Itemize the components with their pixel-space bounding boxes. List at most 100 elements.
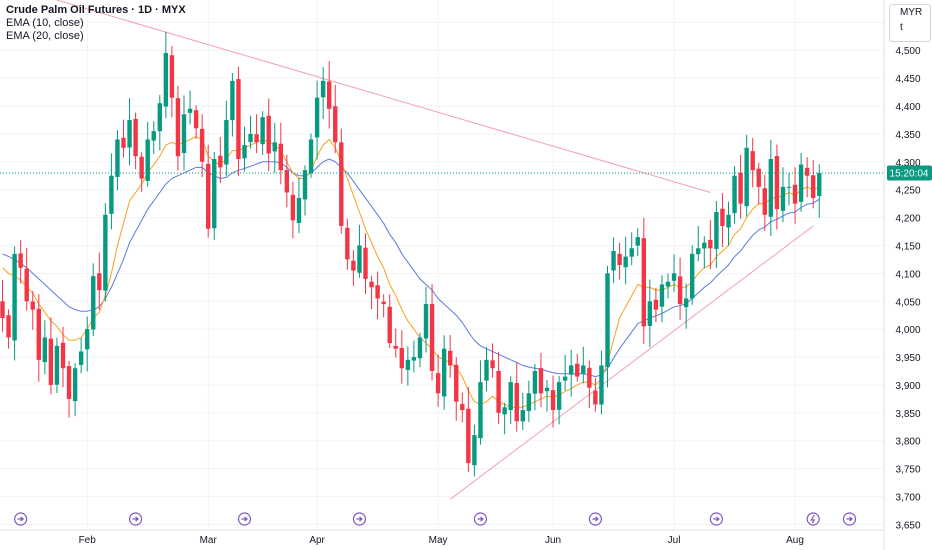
candle-body xyxy=(690,253,695,299)
candle-body xyxy=(671,273,677,281)
y-tick-label: 3,850 xyxy=(895,409,920,420)
chart-legend: Crude Palm Oil Futures · 1D · MYX EMA (1… xyxy=(6,4,186,43)
candle-body xyxy=(544,387,550,392)
candle-body xyxy=(460,403,465,411)
candle-body xyxy=(351,260,356,271)
currency-unit-box[interactable]: MYR t xyxy=(889,4,931,42)
candle-body xyxy=(472,435,477,466)
candle-body xyxy=(103,214,108,291)
event-glyph xyxy=(846,516,853,522)
candle-body xyxy=(254,134,259,143)
candle-body xyxy=(145,139,150,181)
candle-body xyxy=(490,360,495,369)
candle-body xyxy=(387,306,392,344)
candle-body xyxy=(78,351,84,365)
candle-body xyxy=(677,276,683,305)
ema20-legend[interactable]: EMA (20, close) xyxy=(6,30,84,42)
candle-body xyxy=(441,348,447,397)
candle-body xyxy=(762,188,767,215)
candle-body xyxy=(768,159,774,217)
candle-body xyxy=(375,285,380,299)
candle-body xyxy=(314,97,320,138)
y-tick-label: 4,450 xyxy=(895,74,920,85)
candle-body xyxy=(91,276,96,330)
candle-body xyxy=(0,301,5,318)
candle-body xyxy=(72,368,78,402)
y-tick-label: 4,200 xyxy=(895,214,920,225)
candle-body xyxy=(774,156,780,210)
candle-body xyxy=(284,170,290,193)
event-glyph xyxy=(17,516,25,522)
candle-body xyxy=(54,345,60,385)
y-tick-label: 4,100 xyxy=(895,269,920,280)
candle-body xyxy=(393,345,398,349)
y-tick-label: 4,300 xyxy=(895,158,920,169)
candle-body xyxy=(18,253,23,268)
candle-body xyxy=(448,350,453,366)
candle-body xyxy=(85,329,90,350)
candle-body xyxy=(115,139,120,177)
candle-body xyxy=(363,247,368,279)
candle-body xyxy=(714,212,719,249)
event-markers[interactable] xyxy=(14,512,857,526)
candle-body xyxy=(780,186,786,211)
price-axis[interactable]: 3,650 3,700 3,750 3,800 3,850 3,900 3,950 4,000… xyxy=(895,18,920,531)
candle-body xyxy=(66,366,72,399)
candle-body xyxy=(575,363,580,377)
event-glyph xyxy=(477,516,484,522)
dividend-lightning-icon xyxy=(806,512,820,526)
candle-body xyxy=(302,170,308,200)
candle-body xyxy=(532,371,538,394)
candle-body xyxy=(811,175,816,199)
candle-body xyxy=(357,245,362,273)
ema20-path xyxy=(2,158,820,378)
y-tick-label: 3,750 xyxy=(895,465,920,476)
event-glyph xyxy=(241,516,248,522)
candle-body xyxy=(738,172,743,204)
candle-body xyxy=(641,238,646,327)
candle-body xyxy=(429,304,435,371)
ema10-line xyxy=(2,136,820,408)
event-glyph xyxy=(810,514,816,524)
y-tick-label: 4,000 xyxy=(895,325,920,336)
ema10-legend[interactable]: EMA (10, close) xyxy=(6,17,84,29)
candle-body xyxy=(629,248,634,257)
event-glyph xyxy=(713,516,720,522)
candle-body xyxy=(817,172,822,196)
candle-body xyxy=(593,390,598,405)
y-tick-label: 3,800 xyxy=(895,437,920,448)
currency-label: MYR xyxy=(900,7,923,18)
candle-body xyxy=(792,184,798,204)
x-tick-label: Aug xyxy=(786,535,804,546)
candle-body xyxy=(435,373,441,394)
candle-body xyxy=(702,242,707,249)
candle-body xyxy=(212,159,217,229)
trendlines[interactable] xyxy=(0,0,814,500)
x-tick-label: Feb xyxy=(79,535,97,546)
event-glyph xyxy=(592,516,599,522)
candle-body xyxy=(732,175,737,214)
candle-body xyxy=(175,98,181,157)
candle-body xyxy=(417,337,423,359)
candle-body xyxy=(139,156,144,179)
symbol-title[interactable]: Crude Palm Oil Futures · 1D · MYX xyxy=(6,4,186,16)
candle-body xyxy=(744,147,749,207)
last-price-time: 15:20:04 xyxy=(890,168,929,179)
candle-body xyxy=(405,359,411,370)
ema10-path xyxy=(2,136,820,408)
x-tick-label: May xyxy=(429,535,448,546)
x-tick-label: Jul xyxy=(668,535,681,546)
candle-body xyxy=(345,227,350,260)
candle-body xyxy=(569,365,574,375)
candle-body xyxy=(157,103,162,132)
candle-body xyxy=(599,365,604,405)
time-axis[interactable]: Feb Mar Apr May Jun Jul Aug xyxy=(79,535,804,546)
candle-body xyxy=(260,117,265,145)
candle-body xyxy=(708,239,713,249)
resistance-trendline xyxy=(55,0,711,193)
candle-body xyxy=(399,348,404,369)
candles xyxy=(0,31,822,477)
candle-body xyxy=(665,281,671,287)
candle-body xyxy=(181,114,187,153)
